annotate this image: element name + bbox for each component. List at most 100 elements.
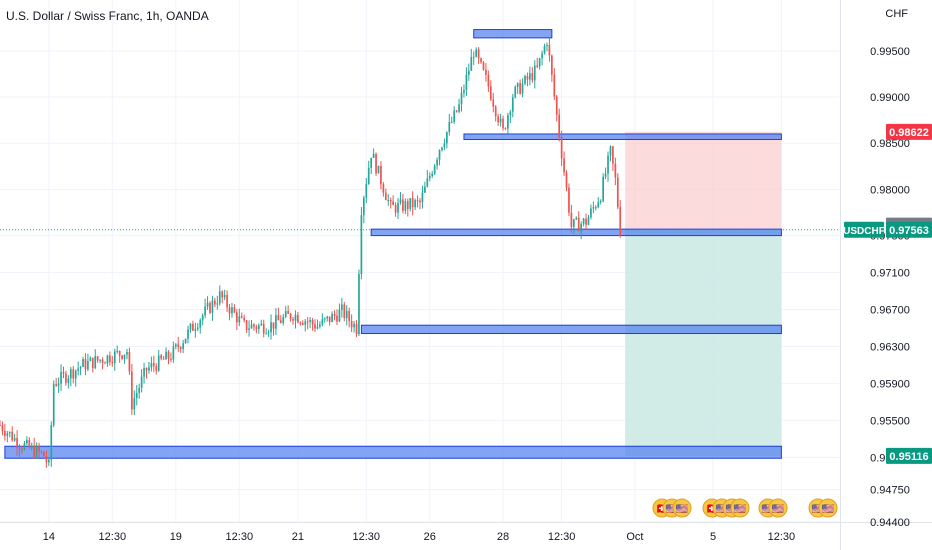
- candle-body: [87, 361, 89, 370]
- candle: [121, 354, 123, 361]
- candle: [255, 324, 258, 334]
- candle: [74, 369, 77, 387]
- candle-body: [502, 118, 504, 129]
- candle-body: [614, 163, 617, 178]
- price-tick-label: 0.96700: [870, 305, 910, 317]
- candle: [333, 310, 336, 321]
- candle-body: [47, 459, 50, 463]
- candle: [167, 350, 170, 365]
- candle-body: [472, 56, 475, 58]
- candle-body: [218, 291, 221, 304]
- candle: [284, 306, 287, 319]
- event-marker: [768, 498, 788, 518]
- time-tick-label: 28: [497, 531, 509, 543]
- candle-body: [575, 217, 578, 220]
- candle-body: [43, 452, 45, 457]
- time-tick-label: 12:30: [99, 531, 127, 543]
- candle: [189, 323, 192, 333]
- candle: [0, 420, 1, 427]
- candle-body: [226, 294, 228, 308]
- candle: [211, 295, 214, 321]
- candle-body: [529, 73, 531, 80]
- candle-body: [99, 359, 101, 361]
- candle: [607, 151, 609, 182]
- candle-body: [275, 315, 277, 329]
- candle: [441, 146, 443, 152]
- candle: [367, 160, 370, 185]
- candle-body: [233, 307, 236, 313]
- candle: [604, 167, 607, 180]
- candle-body: [365, 184, 368, 198]
- candle-body: [328, 316, 331, 322]
- candle-body: [284, 311, 287, 317]
- candle: [162, 356, 165, 360]
- candle-body: [62, 371, 65, 374]
- candle-body: [182, 343, 184, 349]
- candle-body: [82, 359, 84, 367]
- candle-body: [101, 359, 104, 363]
- candle: [18, 444, 21, 458]
- candle-body: [499, 118, 502, 123]
- candle: [551, 54, 553, 82]
- candle: [89, 356, 92, 362]
- candle-body: [1, 425, 4, 432]
- candle: [118, 350, 121, 363]
- candle: [316, 319, 319, 330]
- candle: [404, 198, 407, 214]
- candle: [309, 317, 311, 329]
- candle-body: [572, 219, 575, 227]
- candle-body: [482, 62, 485, 70]
- event-marker: [672, 498, 692, 518]
- candle: [204, 298, 206, 319]
- candle: [572, 218, 575, 234]
- candle-body: [531, 73, 534, 81]
- candle-body: [157, 355, 160, 371]
- event-flag-icon: 🇺🇸: [822, 503, 835, 515]
- candle-body: [597, 202, 600, 208]
- candle: [365, 177, 368, 204]
- candle-body: [397, 202, 399, 213]
- candle: [546, 42, 548, 52]
- candle-body: [6, 433, 9, 436]
- candle: [529, 66, 531, 86]
- candle-body: [126, 351, 128, 355]
- candle-body: [155, 366, 158, 371]
- candle-body: [216, 303, 219, 305]
- candle: [426, 169, 429, 188]
- candle: [494, 105, 497, 122]
- candle-body: [431, 173, 434, 176]
- candle-body: [152, 363, 155, 367]
- price-tick-label: 0.99000: [870, 92, 910, 104]
- chart-title: U.S. Dollar / Swiss Franc, 1h, OANDA: [6, 9, 209, 23]
- candle: [113, 348, 116, 371]
- candle-body: [604, 173, 607, 177]
- candle: [592, 201, 595, 214]
- candle: [594, 205, 597, 211]
- candle: [519, 79, 521, 95]
- candle: [6, 430, 9, 443]
- candle-body: [343, 304, 346, 319]
- candle-body: [238, 316, 241, 323]
- candle: [619, 200, 622, 238]
- candle: [397, 198, 399, 219]
- candle: [187, 325, 189, 344]
- candle: [292, 316, 294, 325]
- currency-label: CHF: [885, 8, 908, 20]
- candle-body: [33, 445, 36, 457]
- candle: [475, 47, 478, 58]
- candle-body: [592, 207, 595, 209]
- price-badge-bg: [886, 447, 932, 464]
- candle: [179, 345, 182, 353]
- candles: [0, 38, 622, 468]
- time-tick-label: 12:30: [548, 531, 576, 543]
- candle-body: [336, 315, 338, 322]
- candle-body: [13, 437, 16, 441]
- candle: [524, 74, 526, 86]
- candle-body: [565, 172, 568, 188]
- candle-body: [194, 328, 197, 331]
- candle: [548, 38, 551, 62]
- candle-body: [416, 200, 419, 202]
- candle: [28, 437, 31, 449]
